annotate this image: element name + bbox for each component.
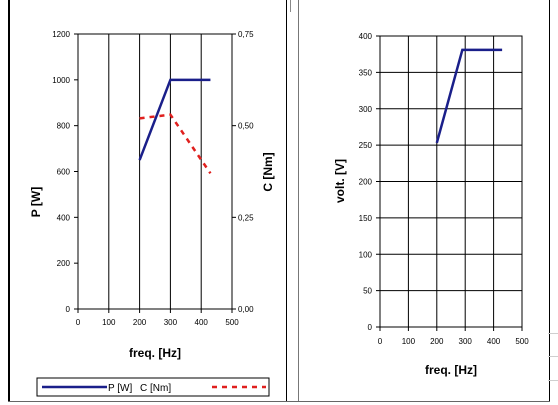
- chart-panel-power-torque: [8, 0, 287, 402]
- x-tick-label: 200: [430, 337, 444, 346]
- y-tick-label: 200: [359, 178, 373, 187]
- x-tick-label: 0: [378, 337, 383, 346]
- y2-tick-label: 0,50: [238, 122, 254, 131]
- x-tick-label: 400: [487, 337, 501, 346]
- y-tick-label: 1200: [52, 30, 70, 39]
- y2-axis-title: C [Nm]: [261, 152, 275, 191]
- y-tick-label: 150: [359, 214, 373, 223]
- x-tick-label: 100: [402, 337, 416, 346]
- y-tick-label: 250: [359, 141, 373, 150]
- y-tick-label: 800: [57, 122, 71, 131]
- y-tick-label: 0: [66, 305, 71, 314]
- y-tick-label: 400: [57, 213, 71, 222]
- y-tick-label: 300: [359, 105, 373, 114]
- y-axis-title: P [W]: [29, 187, 43, 217]
- frame-bottom: [8, 401, 550, 402]
- x-tick-label: 0: [76, 318, 81, 327]
- stub-line: [548, 356, 558, 357]
- x-tick-label: 500: [225, 318, 239, 327]
- x-tick-label: 200: [133, 318, 147, 327]
- panel-divider: [290, 0, 291, 12]
- legend-label-power: P [W]: [108, 383, 132, 394]
- y-tick-label: 400: [359, 32, 373, 41]
- series-line-voltage: [435, 48, 503, 144]
- x-axis-title: freq. [Hz]: [425, 363, 477, 377]
- legend-box: [36, 377, 270, 397]
- y-tick-label: 1000: [52, 76, 70, 85]
- y-tick-label: 200: [57, 259, 71, 268]
- stub-line: [548, 333, 558, 334]
- x-axis-title: freq. [Hz]: [129, 346, 181, 360]
- series-line-power: [138, 78, 211, 161]
- y-tick-label: 600: [57, 168, 71, 177]
- y-axis-title: volt. [V]: [333, 159, 347, 203]
- y-tick-label: 100: [359, 250, 373, 259]
- y2-tick-label: 0,00: [238, 305, 254, 314]
- x-tick-label: 400: [195, 318, 209, 327]
- y2-tick-label: 0,25: [238, 213, 254, 222]
- chart-panel-voltage: [298, 0, 550, 402]
- legend-label-torque: C [Nm]: [140, 383, 171, 394]
- stub-line: [548, 380, 558, 381]
- y-tick-label: 350: [359, 68, 373, 77]
- x-tick-label: 300: [164, 318, 178, 327]
- y-tick-label: 50: [363, 287, 372, 296]
- y2-tick-label: 0,75: [238, 30, 254, 39]
- x-tick-label: 500: [515, 337, 529, 346]
- x-tick-label: 100: [102, 318, 116, 327]
- y-tick-label: 0: [368, 323, 373, 332]
- series-line-torque: [139, 113, 212, 175]
- x-tick-label: 300: [459, 337, 473, 346]
